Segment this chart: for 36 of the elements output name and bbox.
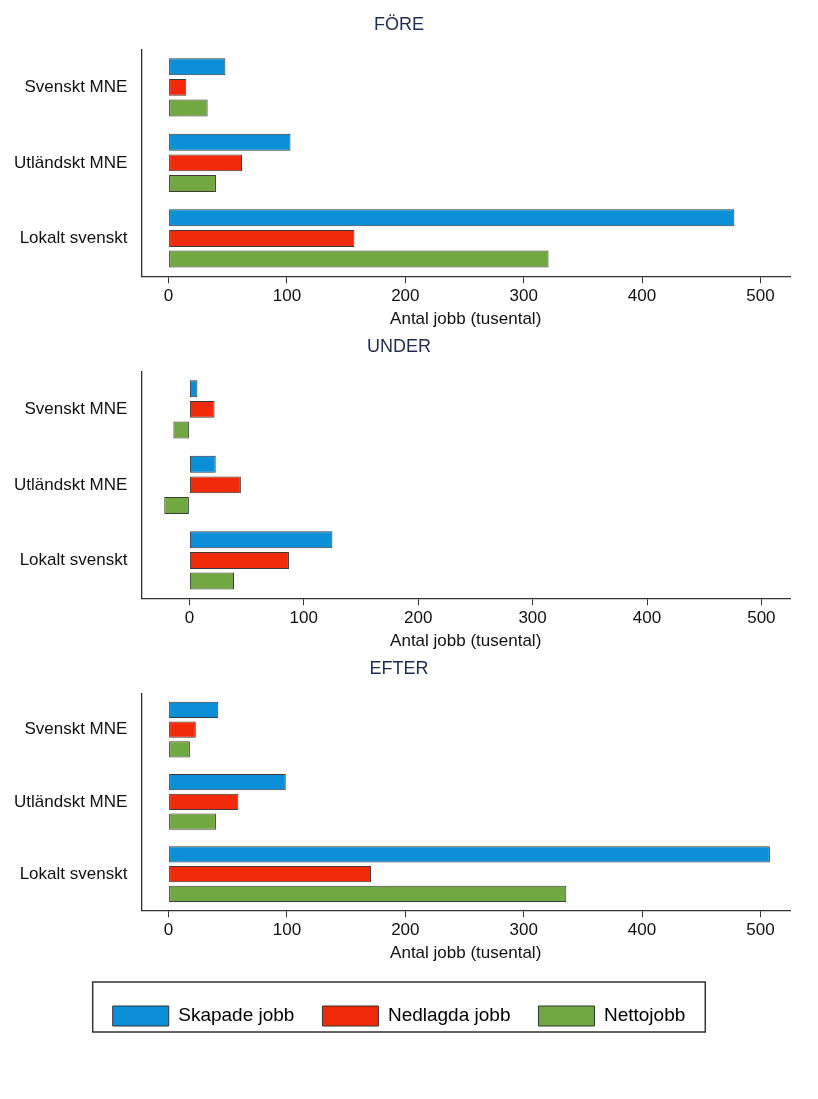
y-tick-label: Svenskt MNE (24, 77, 128, 97)
x-axis-title: Antal jobb (tusental) (390, 631, 542, 651)
x-tick-label: 100 (272, 920, 302, 940)
x-tick-label: 300 (509, 286, 538, 306)
x-tick-label: 200 (391, 286, 420, 306)
legend-label: Nettojobb (603, 1004, 686, 1026)
x-tick-label: 300 (509, 920, 538, 940)
x-tick-label: 100 (289, 608, 318, 628)
x-tick-label: 200 (391, 920, 420, 940)
x-axis-title: Antal jobb (tusental) (390, 943, 542, 963)
x-tick-label: 400 (627, 920, 657, 940)
chart-title: FÖRE (373, 13, 425, 34)
x-tick-label: 500 (747, 608, 776, 628)
x-tick-label: 100 (272, 286, 302, 306)
chart-title: UNDER (366, 335, 432, 356)
x-tick-label: 500 (746, 286, 775, 306)
y-tick-label: Utländskt MNE (13, 791, 128, 811)
chart-title: EFTER (369, 657, 429, 678)
x-tick-label: 200 (404, 608, 433, 628)
x-tick-label: 500 (746, 920, 775, 940)
x-tick-label: 300 (518, 608, 547, 628)
y-tick-label: Lokalt svenskt (19, 228, 128, 248)
x-tick-label: 400 (627, 286, 657, 306)
x-tick-label: 400 (632, 608, 662, 628)
y-tick-label: Svenskt MNE (24, 719, 128, 739)
legend-label: Nedlagda jobb (387, 1004, 511, 1026)
y-tick-label: Utländskt MNE (13, 474, 128, 494)
x-tick-label: 0 (184, 608, 195, 628)
x-axis-title: Antal jobb (tusental) (390, 309, 542, 329)
y-tick-label: Lokalt svenskt (19, 863, 128, 883)
legend-label: Skapade jobb (178, 1004, 295, 1026)
x-tick-label: 0 (163, 920, 174, 940)
x-tick-label: 0 (163, 286, 174, 306)
y-tick-label: Utländskt MNE (13, 152, 128, 172)
y-tick-label: Lokalt svenskt (19, 550, 128, 570)
y-tick-label: Svenskt MNE (24, 399, 128, 419)
